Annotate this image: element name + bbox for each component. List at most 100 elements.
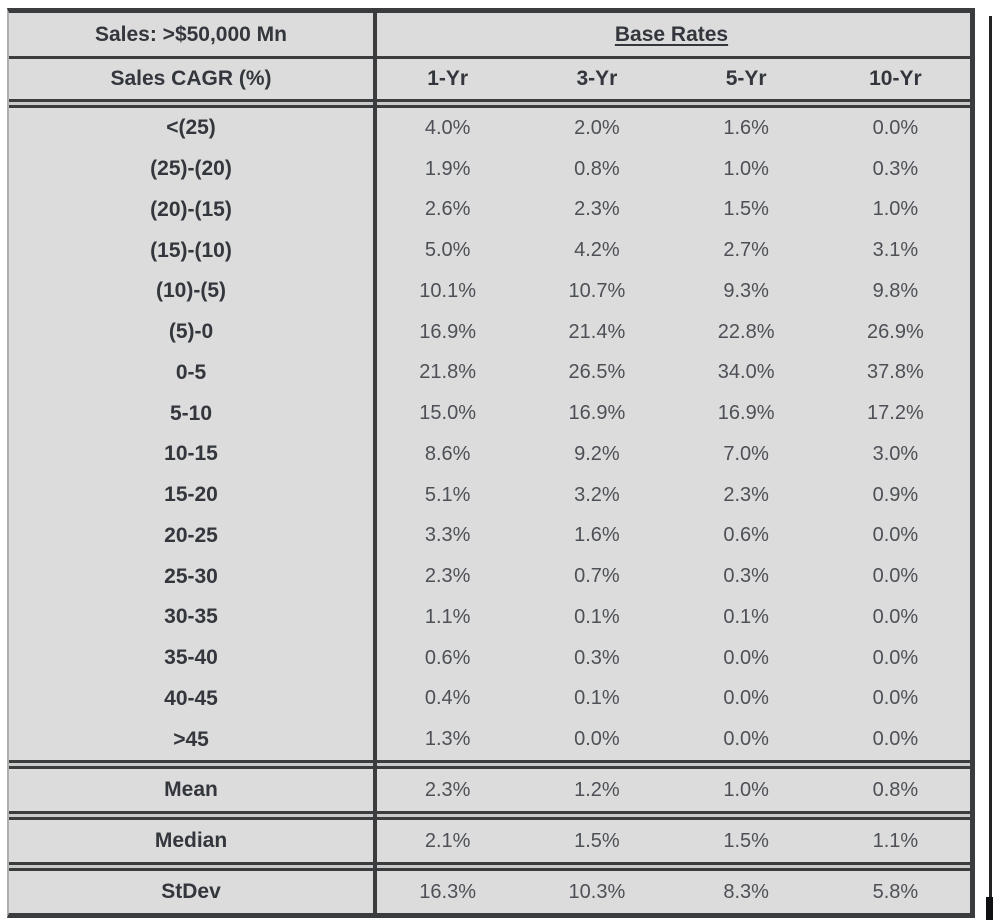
cell-value: 4.2%: [574, 239, 620, 262]
table-row: 25-30 2.3% 0.7% 0.3% 0.0%: [9, 556, 970, 597]
cell-value: 37.8%: [867, 361, 924, 384]
section-separator-line: [9, 99, 970, 108]
cell-value: 0.6%: [723, 524, 769, 547]
table-row: (10)-(5) 10.1% 10.7% 9.3% 9.8%: [9, 271, 970, 312]
cell-value: 0.0%: [723, 728, 769, 751]
cell-value: 1.3%: [424, 728, 471, 751]
cell-value: 5.1%: [424, 483, 471, 506]
cell-value: 10.7%: [568, 279, 626, 302]
cell-value: 0.0%: [723, 646, 769, 669]
table-row: (20)-(15) 2.6% 2.3% 1.5% 1.0%: [9, 190, 970, 231]
page-edge-mark: [986, 897, 993, 920]
row-header-cell: Sales CAGR (%): [110, 67, 272, 90]
row-label: Mean: [164, 778, 218, 801]
cell-value: 0.3%: [723, 565, 769, 588]
cell-value: 8.3%: [723, 880, 769, 903]
row-label: 30-35: [164, 605, 218, 629]
row-label: 0-5: [175, 360, 207, 384]
column-divider: [373, 13, 377, 913]
row-label: 5-10: [169, 401, 213, 425]
table-row: 0-5 21.8% 26.5% 34.0% 37.8%: [9, 353, 970, 394]
cell-value: 3.2%: [574, 483, 620, 506]
cell-value: 1.2%: [574, 778, 620, 801]
cell-value: 3.0%: [872, 442, 919, 465]
row-label: 35-40: [164, 646, 218, 670]
summary-row-mean: Mean 2.3% 1.2% 1.0% 0.8%: [9, 769, 970, 811]
cell-value: 0.9%: [872, 483, 919, 506]
cell-value: 34.0%: [717, 361, 775, 384]
cell-value: 1.0%: [872, 198, 919, 221]
table-row: 10-15 8.6% 9.2% 7.0% 3.0%: [9, 434, 970, 475]
row-label: 40-45: [164, 686, 218, 710]
cell-value: 16.9%: [568, 402, 626, 425]
group-header-base-rates: Base Rates: [614, 22, 729, 46]
table-row: (15)-(10) 5.0% 4.2% 2.7% 3.1%: [9, 230, 970, 271]
row-label: (10)-(5): [155, 279, 226, 303]
cell-value: 16.3%: [419, 880, 476, 903]
table-title-cell: Sales: >$50,000 Mn: [94, 22, 288, 46]
row-label: 15-20: [164, 483, 218, 507]
column-header-5yr: 5-Yr: [725, 67, 767, 90]
cell-value: 9.8%: [872, 279, 919, 302]
table-row: 15-20 5.1% 3.2% 2.3% 0.9%: [9, 475, 970, 516]
cell-value: 16.9%: [419, 320, 476, 343]
cell-value: 26.5%: [568, 361, 626, 384]
cell-value: 2.3%: [424, 778, 471, 801]
cell-value: 0.0%: [872, 524, 919, 547]
cell-value: 15.0%: [419, 402, 476, 425]
cell-value: 3.3%: [424, 524, 471, 547]
cell-value: 1.5%: [574, 829, 620, 852]
cell-value: 2.7%: [723, 239, 769, 262]
row-label: <(25): [166, 116, 216, 140]
summary-row-stdev: StDev 16.3% 10.3% 8.3% 5.8%: [9, 871, 970, 913]
column-header-10yr: 10-Yr: [869, 67, 922, 90]
cell-value: 2.3%: [424, 565, 471, 588]
cell-value: 5.0%: [424, 239, 471, 262]
table-row: 20-25 3.3% 1.6% 0.6% 0.0%: [9, 516, 970, 557]
cell-value: 1.1%: [872, 829, 919, 852]
cell-value: 0.0%: [574, 728, 620, 751]
table-header-row-2: Sales CAGR (%) 1-Yr 3-Yr 5-Yr 10-Yr: [9, 59, 970, 99]
row-label: (20)-(15): [150, 197, 232, 221]
cell-value: 2.3%: [723, 483, 769, 506]
cell-value: 4.0%: [424, 116, 471, 139]
summary-row-median: Median 2.1% 1.5% 1.5% 1.1%: [9, 820, 970, 862]
cell-value: 9.3%: [723, 279, 769, 302]
cell-value: 0.1%: [723, 605, 769, 628]
cell-value: 0.1%: [574, 605, 620, 628]
cell-value: 26.9%: [867, 320, 924, 343]
cell-value: 9.2%: [574, 442, 620, 465]
cell-value: 22.8%: [717, 320, 775, 343]
cell-value: 0.0%: [872, 116, 919, 139]
cell-value: 5.8%: [872, 880, 919, 903]
cell-value: 0.7%: [574, 565, 620, 588]
cell-value: 0.4%: [424, 687, 471, 710]
row-label: Median: [154, 829, 228, 852]
cell-value: 1.6%: [723, 116, 769, 139]
cell-value: 10.3%: [568, 880, 626, 903]
cell-value: 2.6%: [424, 198, 471, 221]
table-row: <(25) 4.0% 2.0% 1.6% 0.0%: [9, 108, 970, 149]
cell-value: 1.1%: [424, 605, 471, 628]
row-label: 25-30: [164, 564, 218, 588]
cell-value: 1.5%: [723, 829, 769, 852]
cell-value: 8.6%: [424, 442, 471, 465]
section-separator-line: [9, 760, 970, 769]
cell-value: 7.0%: [723, 442, 769, 465]
cell-value: 0.3%: [574, 646, 620, 669]
cell-value: 0.8%: [872, 778, 919, 801]
cell-value: 21.8%: [419, 361, 476, 384]
column-header-1yr: 1-Yr: [427, 67, 469, 90]
cell-value: 17.2%: [867, 402, 924, 425]
cell-value: 0.0%: [872, 565, 919, 588]
table-row: >45 1.3% 0.0% 0.0% 0.0%: [9, 719, 970, 760]
cell-value: 0.6%: [424, 646, 471, 669]
cell-value: 21.4%: [568, 320, 626, 343]
cell-value: 1.0%: [723, 157, 769, 180]
row-label: >45: [173, 727, 209, 751]
cell-value: 2.3%: [574, 198, 620, 221]
cell-value: 1.6%: [574, 524, 620, 547]
cell-value: 0.0%: [872, 605, 919, 628]
cell-value: 1.0%: [723, 778, 769, 801]
cell-value: 2.0%: [574, 116, 620, 139]
